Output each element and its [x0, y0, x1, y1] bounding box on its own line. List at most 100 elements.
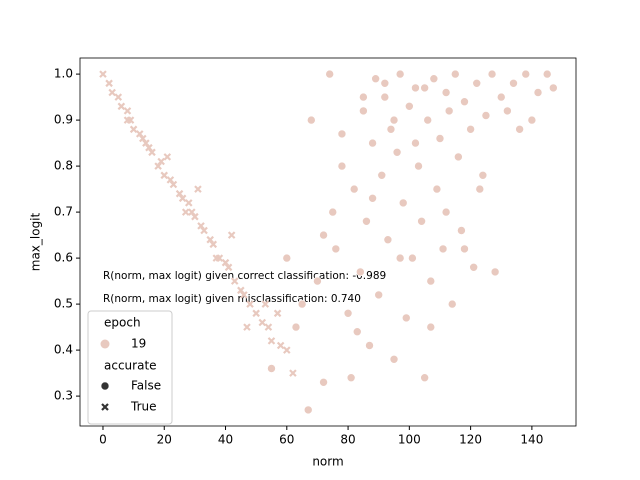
point	[200, 226, 208, 235]
point	[212, 254, 221, 262]
point	[240, 291, 248, 299]
point	[325, 69, 334, 79]
point	[490, 267, 500, 277]
legend-label: False	[131, 379, 161, 393]
point	[163, 153, 172, 161]
point	[444, 106, 454, 116]
legend-box	[87, 310, 173, 425]
x-tick-label: 140	[520, 433, 543, 447]
point	[515, 125, 524, 134]
point	[252, 309, 260, 318]
point	[527, 115, 537, 125]
point	[319, 230, 328, 240]
point	[380, 79, 390, 88]
point	[420, 83, 429, 93]
point	[337, 129, 347, 139]
point	[246, 300, 254, 308]
point	[209, 240, 218, 249]
point	[447, 299, 457, 309]
x-tick-label: 80	[340, 433, 355, 447]
point	[503, 106, 512, 116]
y-tick-label: 0.5	[54, 297, 73, 311]
point	[441, 88, 451, 97]
point	[123, 107, 132, 115]
point	[230, 277, 239, 285]
point	[108, 88, 116, 97]
point	[405, 102, 414, 111]
point	[307, 115, 316, 125]
point	[426, 276, 436, 286]
point	[411, 83, 420, 93]
point	[472, 79, 482, 88]
point	[460, 244, 469, 254]
point	[432, 184, 442, 194]
point	[417, 217, 426, 226]
point	[352, 327, 362, 337]
point	[264, 323, 273, 331]
point	[224, 263, 233, 272]
x-axis-label: norm	[312, 455, 343, 469]
point	[148, 148, 156, 157]
point	[359, 106, 368, 116]
point	[478, 171, 488, 180]
point	[389, 354, 399, 364]
y-tick-label: 0.6	[54, 251, 73, 265]
point	[374, 290, 384, 300]
point	[398, 198, 408, 208]
legend-label: True	[130, 400, 157, 414]
point	[368, 138, 377, 148]
point	[426, 322, 436, 332]
annotation: R(norm, max logit) given correct classif…	[103, 270, 386, 282]
point	[469, 262, 478, 272]
point	[395, 253, 405, 263]
legend-label: 19	[131, 337, 146, 351]
point	[283, 346, 291, 354]
point	[191, 212, 199, 221]
y-tick-label: 0.8	[54, 159, 73, 173]
point	[438, 244, 448, 254]
point	[99, 70, 107, 78]
plot-frame	[79, 57, 577, 427]
legend-title: accurate	[104, 359, 157, 373]
point	[319, 377, 328, 387]
y-axis-label: max_logit	[29, 212, 43, 271]
point	[129, 125, 138, 134]
point	[297, 299, 307, 309]
point	[105, 79, 113, 88]
legend-title: epoch	[104, 316, 141, 330]
point	[184, 199, 193, 207]
point	[383, 235, 393, 244]
point	[411, 138, 420, 148]
point	[542, 69, 552, 79]
point	[273, 309, 282, 318]
point	[359, 92, 368, 102]
point	[533, 88, 543, 97]
point	[466, 125, 475, 134]
point	[380, 92, 390, 102]
x-tick-label: 0	[99, 433, 107, 447]
y-tick-label: 0.3	[54, 389, 73, 403]
x-tick-label: 100	[398, 433, 421, 447]
point	[460, 97, 469, 106]
point	[371, 74, 380, 83]
point	[362, 217, 371, 226]
point	[181, 208, 190, 216]
point	[389, 115, 399, 125]
point	[368, 194, 377, 203]
point	[282, 253, 292, 263]
point	[267, 364, 276, 373]
point	[454, 152, 463, 162]
point	[328, 207, 338, 217]
point	[377, 171, 387, 180]
point	[392, 148, 402, 157]
point	[496, 92, 506, 102]
annotation: R(norm, max logit) given misclassificati…	[103, 293, 361, 305]
point	[243, 323, 251, 331]
point	[457, 226, 466, 235]
y-tick-label: 0.9	[54, 113, 73, 127]
point	[276, 341, 285, 350]
point	[423, 115, 433, 125]
legend-marker	[100, 339, 110, 349]
y-tick-label: 0.4	[54, 343, 73, 357]
point	[169, 180, 178, 189]
